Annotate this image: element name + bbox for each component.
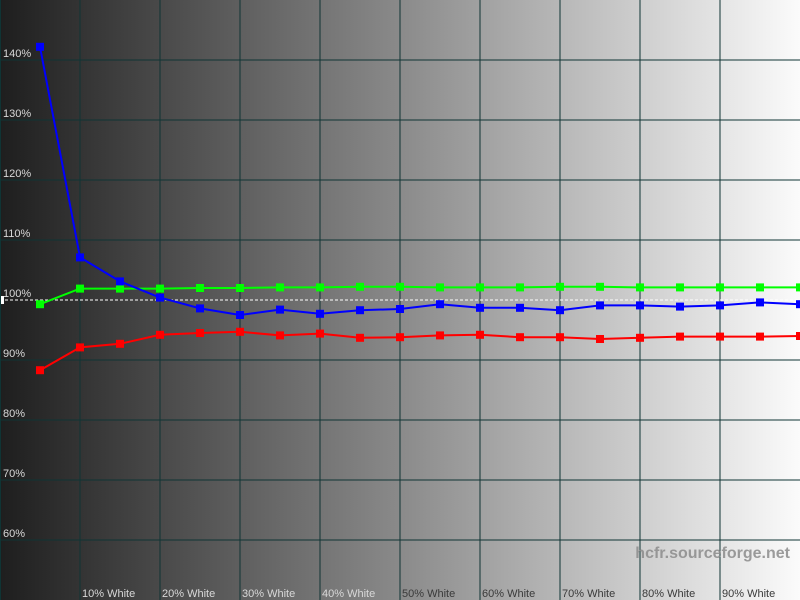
data-point [396,305,404,313]
data-point [716,332,724,341]
data-point [236,284,244,292]
data-point [116,339,124,348]
data-point [556,306,564,315]
data-point [116,277,124,286]
data-point [236,311,244,319]
data-point [756,332,764,341]
series-line [39,330,800,372]
data-point [596,301,604,310]
data-point [396,333,404,342]
data-point [636,333,644,342]
x-tick-label: 10% White [82,588,135,600]
data-point [556,282,564,291]
data-point [716,301,724,310]
data-point [36,366,44,375]
data-point [436,283,444,292]
data-point [796,332,800,340]
watermark: hcfr.sourceforge.net [635,545,790,562]
data-point [316,283,324,292]
data-point [476,330,484,339]
y-tick-label: 70% [3,468,25,480]
x-tick-label: 30% White [242,588,295,600]
data-point [556,333,564,342]
data-point [276,331,284,340]
x-tick-label: 50% White [402,588,455,600]
data-point [676,302,684,311]
data-point [356,333,364,342]
data-point [116,284,124,293]
data-point [596,335,604,343]
data-point [716,283,724,292]
data-point [156,284,164,293]
data-point [516,333,524,342]
data-point [76,343,84,352]
data-point [276,305,284,314]
data-point [196,284,204,292]
data-point [276,283,284,292]
data-point [516,283,524,292]
data-point [156,330,164,339]
data-point [196,329,204,337]
y-tick-label: 90% [3,348,25,360]
data-point [316,329,324,338]
data-point [636,301,644,310]
data-point [596,282,604,291]
data-point [76,253,84,262]
data-point [676,332,684,341]
y-tick-labels: 140% 130% 120% 110% 100% 90% 80% 70% 60% [3,48,31,540]
series-0 [36,327,800,375]
data-point [236,327,244,336]
data-point [436,300,444,309]
y-tick-label: 110% [3,228,31,240]
y-tick-label: 120% [3,168,31,180]
x-tick-label: 80% White [642,588,695,600]
y-tick-label: 130% [3,108,31,120]
data-point [156,293,164,302]
data-point [516,303,524,312]
series-1 [36,282,800,309]
series-2 [36,42,800,319]
data-point [196,304,204,313]
series [36,42,800,375]
data-point [396,282,404,291]
x-tick-label: 20% White [162,588,215,600]
x-tick-label: 70% White [562,588,615,600]
y-tick-label: 60% [3,528,25,540]
data-point [636,283,644,292]
series-line [39,46,800,317]
x-tick-label: 40% White [322,588,375,600]
y-tick-label: 140% [3,48,31,60]
data-point [756,283,764,292]
data-point [36,42,44,51]
data-point [796,283,800,292]
data-point [356,282,364,291]
x-tick-label: 60% White [482,588,535,600]
data-point [76,284,84,293]
data-point [796,300,800,309]
y-tick-label: 80% [3,408,25,420]
data-point [476,283,484,292]
data-point [356,306,364,315]
data-point [436,331,444,340]
x-tick-label: 90% White [722,588,775,600]
data-point [756,298,764,307]
y-tick-label: 100% [3,288,31,300]
reference-marker [0,296,4,304]
x-tick-labels: 10% White 20% White 30% White 40% White 50% … [82,588,775,600]
data-point [676,283,684,292]
data-point [316,309,324,318]
data-point [36,300,44,309]
series-line [39,285,800,306]
data-point [476,303,484,312]
